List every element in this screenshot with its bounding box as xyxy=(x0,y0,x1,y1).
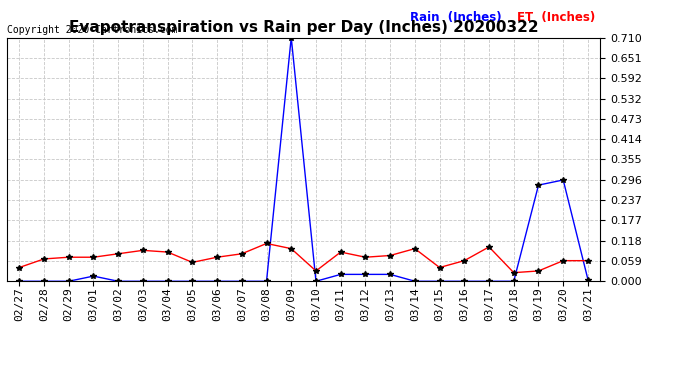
Text: Copyright 2020 Cartronics.com: Copyright 2020 Cartronics.com xyxy=(7,25,177,35)
Text: Rain  (Inches): Rain (Inches) xyxy=(411,11,502,24)
Text: ET  (Inches): ET (Inches) xyxy=(518,11,595,24)
Title: Evapotranspiration vs Rain per Day (Inches) 20200322: Evapotranspiration vs Rain per Day (Inch… xyxy=(69,20,538,35)
